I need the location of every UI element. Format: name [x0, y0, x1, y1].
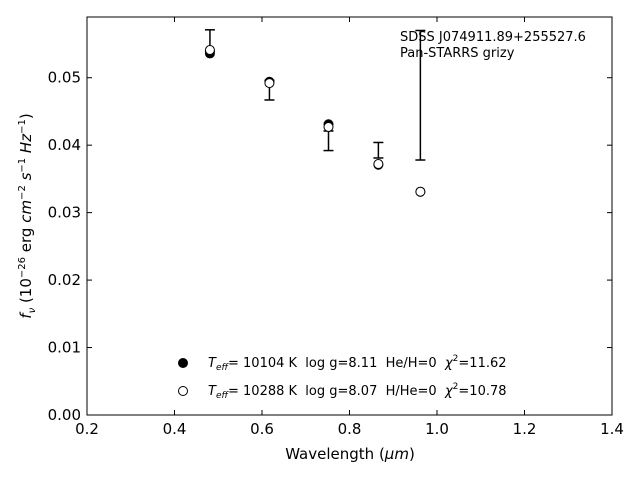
y-tick-label: 0.04: [48, 136, 81, 154]
y-axis-title: fν (10−26 erg cm−2 s−1 Hz−1): [17, 113, 38, 318]
y-tick-label: 0.00: [48, 406, 81, 424]
open-data-point: [323, 121, 334, 132]
x-tick-label: 0.2: [75, 420, 99, 438]
open-data-point: [204, 45, 215, 56]
y-tick-label: 0.05: [48, 69, 81, 87]
legend: Teff= 10104 K log g=8.11 He/H=0 χ2=11.62…: [178, 354, 507, 401]
y-tick-label: 0.02: [48, 271, 81, 289]
open-data-point: [373, 159, 384, 170]
open-data-point: [415, 186, 426, 197]
annotation-line-2: Pan-STARRS grizy: [400, 46, 515, 61]
x-axis-title: Wavelength (μm): [285, 445, 415, 463]
plot-frame: [86, 16, 613, 416]
x-tick-label: 1.0: [425, 420, 449, 438]
x-tick-label: 1.2: [513, 420, 537, 438]
x-tick-label: 1.4: [600, 420, 624, 438]
axis-ticks: 0.2 0.4 0.6 0.8 1.0 1.2 1.4 0.00 0.01 0.02 0.03 0.0…: [48, 17, 624, 438]
y-tick-label: 0.01: [48, 339, 81, 357]
y-tick-label: 0.03: [48, 204, 81, 222]
data-markers: [204, 45, 426, 197]
x-tick-label: 0.6: [250, 420, 274, 438]
annotation-line-1: SDSS J074911.89+255527.6: [400, 30, 586, 45]
legend-marker-open: [178, 386, 188, 396]
open-data-point: [264, 78, 275, 89]
legend-label-open: Teff= 10288 K log g=8.07 H/He=0 χ2=10.78: [208, 382, 507, 401]
plot-area: [87, 17, 612, 415]
legend-label-filled: Teff= 10104 K log g=8.11 He/H=0 χ2=11.62: [208, 354, 507, 373]
legend-marker-filled: [178, 358, 188, 368]
x-tick-label: 0.8: [338, 420, 362, 438]
x-tick-label: 0.4: [163, 420, 187, 438]
